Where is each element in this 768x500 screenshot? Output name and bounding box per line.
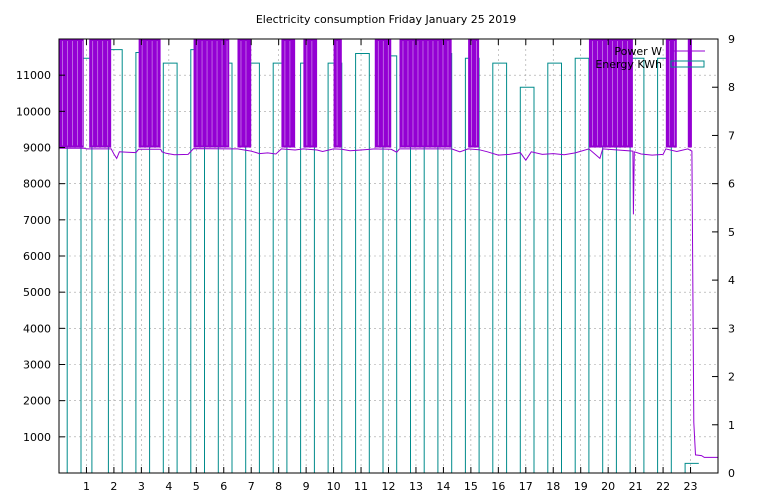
y2-tick-label: 7: [728, 129, 735, 142]
power-w-line: [59, 147, 718, 458]
y2-tick-label: 4: [728, 274, 735, 287]
x-tick-label: 8: [275, 480, 282, 493]
power-spike-block: [333, 39, 342, 148]
y-tick-label: 7000: [23, 214, 51, 227]
power-spike-block: [237, 39, 252, 148]
power-spike-block: [59, 39, 84, 148]
y2-tick-label: 1: [728, 419, 735, 432]
x-tick-label: 20: [601, 480, 615, 493]
x-tick-label: 2: [110, 480, 117, 493]
power-spike-block: [588, 39, 633, 148]
x-tick-label: 18: [546, 480, 560, 493]
x-tick-label: 11: [354, 480, 368, 493]
x-tick-label: 21: [629, 480, 643, 493]
x-tick-label: 4: [165, 480, 172, 493]
y-tick-label: 2000: [23, 395, 51, 408]
x-tick-label: 10: [327, 480, 341, 493]
x-tick-label: 9: [303, 480, 310, 493]
power-spike-block: [687, 39, 692, 148]
x-tick-label: 3: [138, 480, 145, 493]
axis-tick-labels: 1 2 3 4 5 6 7 8 9 10 11 12 13 14 15 16 17 18 19 20 21 22 23100…: [16, 33, 735, 493]
x-tick-label: 7: [248, 480, 255, 493]
x-tick-label: 17: [519, 480, 533, 493]
x-tick-label: 1: [83, 480, 90, 493]
x-tick-label: 6: [220, 480, 227, 493]
y-tick-label: 1000: [23, 431, 51, 444]
x-tick-label: 15: [464, 480, 478, 493]
y-tick-label: 11000: [16, 69, 51, 82]
x-tick-label: 22: [656, 480, 670, 493]
x-tick-label: 13: [409, 480, 423, 493]
y2-tick-label: 5: [728, 226, 735, 239]
power-spike-block: [665, 39, 677, 148]
x-tick-label: 12: [382, 480, 396, 493]
power-spike-block: [468, 39, 480, 148]
power-spike-block: [138, 39, 161, 148]
legend-label-power: Power W: [614, 45, 662, 58]
legend: Power W Energy KWh: [595, 45, 705, 71]
y-tick-label: 3000: [23, 359, 51, 372]
power-spike-block: [281, 39, 296, 148]
y-tick-label: 6000: [23, 250, 51, 263]
y2-tick-label: 9: [728, 33, 735, 46]
power-spike-block: [399, 39, 452, 148]
power-series-layer: [59, 39, 718, 458]
legend-swatch-energy: [670, 60, 705, 68]
grid: [59, 39, 718, 473]
legend-label-energy: Energy KWh: [595, 58, 662, 71]
x-tick-label: 14: [436, 480, 450, 493]
power-spike-block: [193, 39, 230, 148]
y2-tick-label: 0: [728, 467, 735, 480]
y2-tick-label: 6: [728, 178, 735, 191]
x-tick-label: 19: [574, 480, 588, 493]
y-tick-label: 10000: [16, 105, 51, 118]
x-tick-label: 23: [684, 480, 698, 493]
chart-title: Electricity consumption Friday January 2…: [256, 13, 516, 26]
y-tick-label: 5000: [23, 286, 51, 299]
power-spike-block: [89, 39, 112, 148]
power-spike-block: [303, 39, 318, 148]
y-tick-label: 8000: [23, 178, 51, 191]
y2-tick-label: 8: [728, 81, 735, 94]
y2-tick-label: 3: [728, 322, 735, 335]
axis-ticks: [59, 38, 718, 474]
x-tick-label: 5: [193, 480, 200, 493]
x-tick-label: 16: [491, 480, 505, 493]
y-tick-label: 9000: [23, 142, 51, 155]
y-tick-label: 4000: [23, 322, 51, 335]
y2-tick-label: 2: [728, 371, 735, 384]
